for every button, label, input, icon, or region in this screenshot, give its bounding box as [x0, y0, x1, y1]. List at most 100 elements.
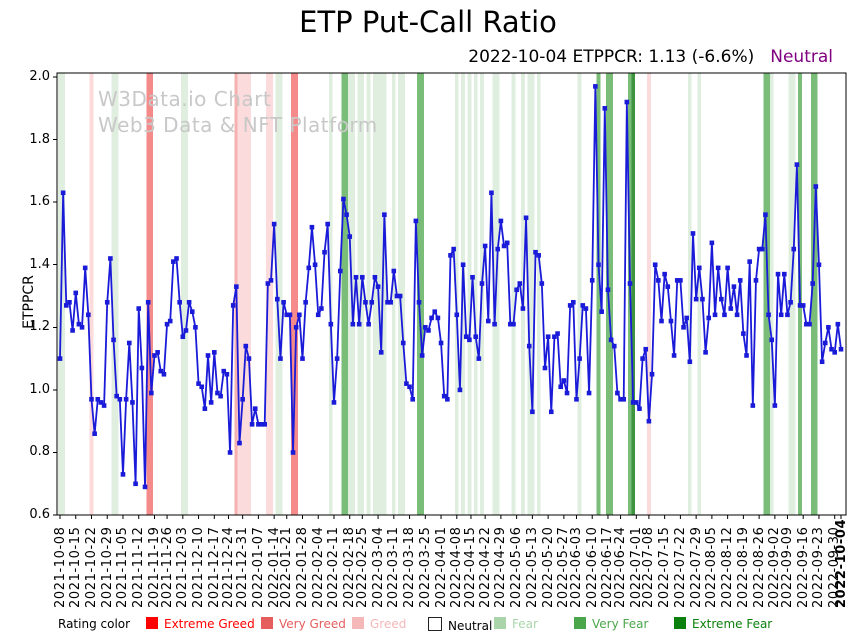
- data-point-marker: [218, 393, 223, 399]
- x-tick-label: 2021-12-31: [235, 526, 251, 608]
- data-point-marker: [659, 318, 664, 324]
- data-point-marker: [838, 346, 844, 352]
- data-point-marker: [467, 337, 472, 343]
- data-point-marker: [804, 321, 809, 327]
- data-point-marker: [363, 299, 368, 305]
- data-point-marker: [394, 293, 400, 299]
- x-tick-label: 2022-01-07: [250, 526, 266, 608]
- x-tick-label: 2022-03-18: [402, 526, 418, 608]
- data-point-marker: [375, 284, 381, 289]
- data-point-marker: [476, 356, 482, 361]
- y-tick-label: 1.6: [29, 194, 50, 210]
- data-point-marker: [681, 325, 686, 330]
- data-point-marker: [234, 284, 239, 289]
- data-point-marker: [829, 346, 834, 352]
- data-point-marker: [719, 296, 724, 302]
- data-point-marker: [501, 243, 507, 249]
- x-tick-label: 2021-12-10: [191, 526, 207, 608]
- data-point-marker: [725, 265, 730, 271]
- data-point-marker: [290, 450, 296, 455]
- x-tick-label: 2022-04-15: [463, 526, 479, 608]
- legend-item-very-fear: Very Fear: [574, 617, 648, 631]
- data-point-marker: [536, 253, 541, 258]
- data-point-marker: [445, 396, 450, 402]
- rating-band-fear: [278, 73, 283, 515]
- data-point-marker: [366, 321, 371, 327]
- data-point-marker: [133, 481, 138, 487]
- data-point-marker: [611, 343, 617, 349]
- data-point-marker: [331, 400, 337, 405]
- rating-band-fear: [697, 73, 702, 515]
- rating-band-fear: [357, 73, 362, 515]
- x-tick-label: 2022-07-08: [641, 526, 657, 608]
- rating-band-fear: [114, 73, 119, 515]
- data-point-marker: [369, 299, 375, 305]
- data-point-marker: [353, 274, 359, 280]
- data-point-marker: [618, 396, 623, 402]
- rating-band-fear: [328, 73, 333, 515]
- x-tick-label: 2022-10-04: [833, 518, 849, 608]
- rating-band-fear: [58, 73, 62, 515]
- data-point-marker: [555, 331, 560, 336]
- x-tick-label: 2022-09-09: [779, 526, 795, 608]
- y-tick-label: 2.0: [29, 69, 50, 84]
- y-tick-label: 1.0: [29, 381, 50, 397]
- data-point-marker: [832, 350, 837, 355]
- x-tick-label: 2022-08-26: [751, 526, 767, 608]
- data-point-marker: [706, 315, 712, 321]
- x-tick-label: 2022-09-16: [795, 526, 811, 608]
- data-point-marker: [350, 321, 356, 327]
- data-point-marker: [668, 318, 674, 324]
- data-point-marker: [545, 334, 551, 340]
- data-point-marker: [640, 356, 645, 361]
- data-point-marker: [404, 381, 409, 386]
- rating-band-fear: [180, 73, 185, 515]
- data-point-marker: [67, 299, 72, 305]
- data-point-marker: [530, 409, 535, 415]
- x-tick-label: 2021-12-17: [206, 526, 222, 608]
- data-point-marker: [782, 271, 787, 277]
- data-point-marker: [737, 278, 743, 283]
- rating-band-very-fear: [344, 73, 349, 515]
- data-point-marker: [684, 315, 689, 321]
- x-tick-label: 2021-10-08: [52, 526, 68, 608]
- data-point-marker: [196, 381, 201, 386]
- data-point-marker: [451, 246, 456, 252]
- x-tick-label: 2022-03-25: [417, 526, 433, 608]
- rating-band-extreme-greed: [294, 73, 299, 515]
- data-point-marker: [498, 218, 504, 224]
- data-point-marker: [95, 396, 101, 402]
- data-point-marker: [561, 378, 567, 383]
- data-point-marker: [807, 321, 812, 327]
- rating-band-greed: [89, 73, 94, 515]
- data-point-marker: [700, 296, 705, 302]
- data-point-marker: [114, 393, 119, 399]
- data-point-marker: [709, 240, 715, 246]
- rating-band-fear: [347, 73, 352, 515]
- data-point-marker: [240, 396, 245, 402]
- data-point-marker: [287, 312, 293, 318]
- data-point-marker: [388, 299, 393, 305]
- data-point-marker: [693, 296, 699, 302]
- rating-band-fear: [401, 73, 406, 515]
- x-tick-label: 2022-06-03: [568, 526, 584, 608]
- data-point-marker: [791, 246, 797, 252]
- x-tick-label: 2022-08-05: [704, 526, 720, 608]
- x-tick-label: 2022-05-06: [509, 526, 525, 608]
- data-point-marker: [186, 299, 192, 305]
- x-tick-label: 2021-10-15: [68, 526, 84, 608]
- legend-label: Extreme Fear: [692, 617, 773, 631]
- legend-item-greed: Greed: [352, 617, 406, 631]
- data-point-marker: [678, 278, 683, 283]
- data-point-marker: [108, 256, 113, 261]
- watermark-line2: Web3 Data & NFT Platform: [98, 113, 378, 137]
- data-point-marker: [508, 321, 513, 327]
- watermark-line1: W3Data.io Chart: [98, 87, 272, 111]
- data-point-marker: [189, 309, 195, 314]
- data-point-marker: [482, 243, 488, 249]
- data-point-marker: [149, 390, 154, 396]
- data-point-marker: [183, 328, 189, 333]
- rating-band-very-fear: [609, 73, 614, 515]
- x-tick-label: 2022-07-15: [657, 526, 673, 608]
- data-point-marker: [470, 274, 475, 280]
